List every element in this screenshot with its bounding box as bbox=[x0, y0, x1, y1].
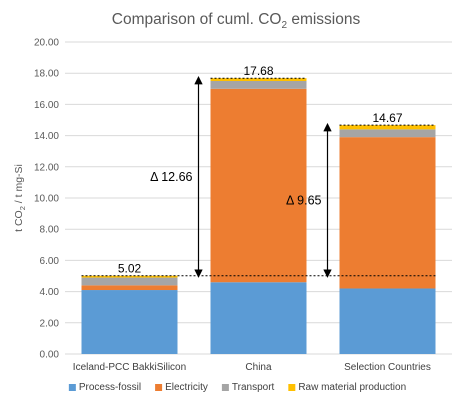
bar-segment bbox=[81, 277, 178, 286]
legend-entry: Process-fossil bbox=[79, 382, 141, 393]
y-tick-label: 18.00 bbox=[34, 69, 59, 80]
y-tick-label: 8.00 bbox=[40, 225, 60, 236]
bar-segment bbox=[81, 275, 178, 278]
category-label: Selection Countries bbox=[344, 362, 431, 373]
legend-swatch bbox=[68, 384, 76, 391]
total-value-label: 17.68 bbox=[243, 64, 273, 78]
y-tick-label: 4.00 bbox=[40, 287, 60, 298]
legend-swatch bbox=[288, 384, 296, 391]
bar-segment bbox=[210, 282, 307, 354]
y-axis-label: t CO2 / t mg-Si bbox=[13, 164, 27, 232]
bar-segment bbox=[210, 78, 307, 81]
y-tick-label: 14.00 bbox=[34, 131, 59, 142]
bar-segment bbox=[339, 288, 436, 354]
bar-segment bbox=[339, 137, 436, 289]
legend-entry: Transport bbox=[232, 382, 275, 393]
bar-segment bbox=[339, 125, 436, 130]
bar-segment bbox=[81, 290, 178, 354]
y-tick-label: 0.00 bbox=[40, 350, 60, 361]
y-tick-label: 10.00 bbox=[34, 194, 59, 205]
total-value-label: 5.02 bbox=[118, 262, 142, 276]
bar-segment bbox=[210, 81, 307, 89]
y-tick-label: 20.00 bbox=[34, 38, 59, 49]
category-label: Iceland-PCC BakkiSilicon bbox=[73, 362, 186, 373]
category-label: China bbox=[245, 362, 272, 373]
y-tick-label: 12.00 bbox=[34, 162, 59, 173]
bar-segment bbox=[339, 129, 436, 138]
bar-segment bbox=[210, 88, 307, 283]
legend-swatch bbox=[155, 384, 163, 391]
legend: Process-fossil Electricity Transport Raw ma… bbox=[68, 382, 406, 393]
legend-swatch bbox=[221, 384, 229, 391]
delta-label: Δ 9.65 bbox=[286, 193, 322, 207]
total-value-label: 14.67 bbox=[372, 111, 402, 125]
y-tick-label: 16.00 bbox=[34, 100, 59, 111]
y-tick-label: 2.00 bbox=[40, 318, 60, 329]
bar-segment bbox=[81, 285, 178, 291]
legend-entry: Electricity bbox=[165, 382, 208, 393]
legend-entry: Raw material production bbox=[298, 382, 406, 393]
x-axis-categories: Iceland-PCC BakkiSilicon China Selection C… bbox=[73, 362, 431, 373]
delta-label: Δ 12.66 bbox=[150, 170, 192, 184]
y-tick-label: 6.00 bbox=[40, 256, 60, 267]
delta-annotations: Δ 12.66 Δ 9.65 bbox=[150, 75, 332, 278]
bars: 5.02 17.68 14.67 bbox=[81, 64, 436, 354]
chart-title: Comparison of cuml. CO2 emissions bbox=[112, 11, 361, 31]
y-axis-ticks: 0.00 2.00 4.00 6.00 8.00 10.00 12.00 14.00 16.00… bbox=[34, 38, 59, 361]
